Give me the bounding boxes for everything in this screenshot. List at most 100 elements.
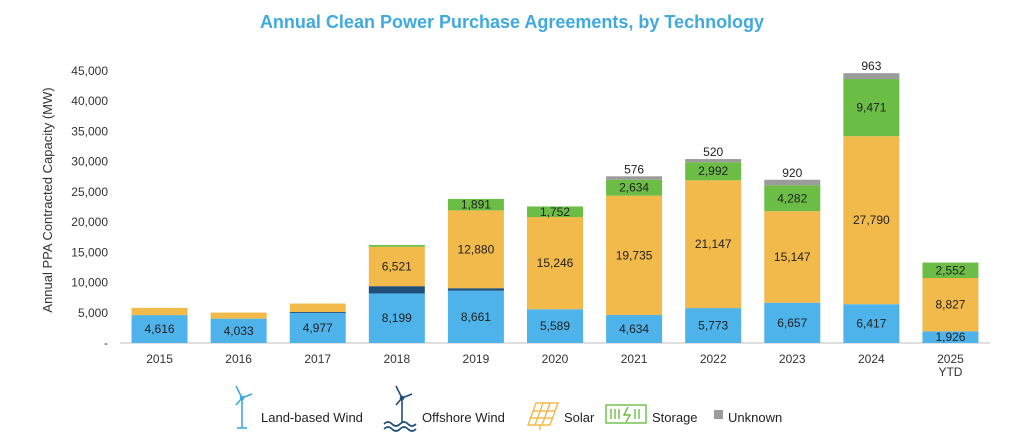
x-tick-label: 2019	[463, 352, 490, 366]
x-ticks: 2015 2016 2017 2018 2019 2020 2021 2022 2023 2024…	[146, 352, 964, 379]
x-tick-label: 2017	[304, 352, 331, 366]
bar-segment	[685, 162, 742, 181]
legend-item-storage: Storage	[605, 404, 698, 425]
legend-item-solar: Solar	[527, 402, 595, 430]
bar-stack: 4,977	[289, 303, 346, 343]
bar-segment	[685, 159, 742, 163]
data-label: 15,147	[774, 250, 811, 264]
bar-segment	[447, 288, 504, 291]
legend-label: Land-based Wind	[261, 410, 363, 425]
bar-segment	[606, 176, 663, 180]
x-tick-label: 2022	[700, 352, 727, 366]
bar-segment	[764, 302, 821, 343]
legend-label: Solar	[564, 410, 595, 425]
x-tick-label: 2018	[383, 352, 410, 366]
bar-stack: 8,661 12,880 1,891	[447, 198, 504, 343]
bar-segment	[289, 303, 346, 313]
bar-segment	[447, 198, 504, 211]
bar-segment	[368, 246, 425, 287]
data-label: 5,589	[540, 319, 570, 333]
legend-label: Unknown	[728, 410, 782, 425]
y-tick-label: 5,000	[78, 306, 108, 320]
data-label: 6,417	[856, 317, 886, 331]
y-tick-label: 40,000	[71, 94, 108, 108]
x-tick-label: 2015	[146, 352, 173, 366]
data-label: 6,657	[777, 316, 807, 330]
legend: Land-based Wind Offshore Wind	[235, 385, 782, 432]
legend-label: Storage	[652, 410, 698, 425]
y-ticks: - 5,000 10,000 15,000 20,000 25,000 30,000 35,0…	[71, 64, 108, 350]
bar-segment	[131, 315, 188, 343]
offshore-wind-icon	[383, 385, 417, 432]
bar-segment	[289, 312, 346, 313]
data-label: 21,147	[695, 237, 732, 251]
data-label: 2,634	[619, 181, 649, 195]
bar-stack: 4,634 19,735 2,634 576	[606, 162, 663, 343]
data-label: 8,827	[935, 298, 965, 312]
bar-segment	[527, 206, 583, 218]
data-label: 19,735	[616, 248, 653, 262]
bar-stack: 4,033	[210, 312, 267, 343]
bar-segment	[210, 318, 267, 343]
data-label: 4,616	[145, 322, 175, 336]
data-label: 5,773	[698, 319, 728, 333]
y-axis-title: Annual PPA Contracted Capacity (MW)	[40, 87, 55, 312]
bar-stack: 8,199 6,521	[368, 244, 425, 343]
data-label: 4,977	[303, 321, 333, 335]
bar-segment	[922, 278, 979, 332]
solar-panel-icon	[527, 402, 559, 430]
y-tick-label: 15,000	[71, 245, 108, 259]
data-label: 8,661	[461, 310, 491, 324]
data-label: 9,471	[856, 101, 886, 115]
bar-segment	[606, 179, 663, 196]
bar-segment	[922, 262, 979, 279]
x-tick-label: YTD	[938, 365, 962, 379]
bars: 4,616 4,033 4,977 8,199 6,521 8,661 12,880 1,89…	[131, 59, 979, 344]
bar-segment	[764, 179, 821, 186]
bar-stack: 6,417 27,790 9,471 963	[843, 59, 900, 343]
bar-segment	[368, 244, 425, 247]
bar-segment	[368, 286, 425, 294]
data-label: 15,246	[537, 256, 574, 270]
y-tick-label: 10,000	[71, 276, 108, 290]
bar-segment	[685, 308, 742, 343]
battery-storage-icon	[605, 404, 647, 424]
x-tick-label: 2024	[858, 352, 885, 366]
y-tick-label: 45,000	[71, 64, 108, 78]
bar-segment	[447, 210, 504, 289]
data-label: 12,880	[458, 242, 495, 256]
data-label: 1,891	[461, 198, 491, 212]
square-icon	[714, 410, 723, 419]
x-tick-label: 2025	[937, 352, 964, 366]
bar-segment	[764, 211, 821, 303]
x-tick-label: 2021	[621, 352, 648, 366]
legend-item-land-based-wind: Land-based Wind	[235, 385, 363, 429]
legend-item-offshore-wind: Offshore Wind	[383, 385, 505, 432]
data-label: 1,752	[540, 205, 570, 219]
data-label: 4,634	[619, 322, 649, 336]
data-label: 576	[624, 162, 644, 176]
legend-label: Offshore Wind	[422, 410, 505, 425]
data-label: 8,199	[382, 311, 412, 325]
y-axis-title-group: Annual PPA Contracted Capacity (MW)	[40, 87, 55, 312]
bar-stack: 1,926 8,827 2,552	[922, 262, 979, 344]
data-label: 963	[861, 59, 881, 73]
y-tick-label: 20,000	[71, 215, 108, 229]
data-label: 4,282	[777, 191, 807, 205]
bar-segment	[606, 195, 663, 315]
wind-turbine-icon	[235, 385, 253, 429]
bar-segment	[843, 136, 900, 305]
bar-stack: 4,616	[131, 307, 188, 343]
y-tick-label: 30,000	[71, 155, 108, 169]
data-label: 27,790	[853, 213, 890, 227]
bar-stack: 5,773 21,147 2,992 520	[685, 145, 742, 343]
bar-segment	[764, 185, 821, 212]
data-label: 920	[782, 166, 802, 180]
bar-segment	[447, 290, 504, 343]
bar-segment	[685, 180, 742, 309]
bar-segment	[606, 314, 663, 343]
data-label: 4,033	[224, 324, 254, 338]
legend-item-unknown: Unknown	[714, 410, 782, 425]
bar-segment	[289, 312, 346, 343]
